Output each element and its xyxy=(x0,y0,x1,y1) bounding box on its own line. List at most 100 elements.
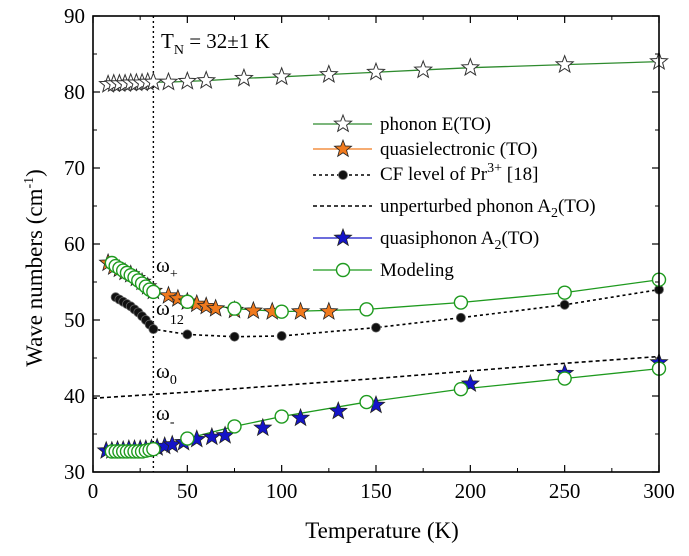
cf-level-point xyxy=(148,324,159,335)
legend-marker-cf-level xyxy=(338,170,348,180)
legend-label-phonon-e: phonon E(TO) xyxy=(380,114,491,135)
omega-plus-label: ω+ xyxy=(156,253,178,282)
quasiphonon-point xyxy=(253,417,273,437)
x-tick-label: 200 xyxy=(455,479,487,503)
quasielectronic-point xyxy=(319,301,339,320)
modeling-upper-point xyxy=(227,301,242,316)
x-tick-label: 150 xyxy=(360,479,392,503)
cf-level-point xyxy=(229,331,240,342)
tn-base: T xyxy=(161,29,174,53)
y-tick-label: 70 xyxy=(64,156,85,180)
legend-label-unperturbed-tail: (TO) xyxy=(558,196,596,217)
x-axis-title: Temperature (K) xyxy=(305,518,459,543)
modeling-upper-point xyxy=(557,285,572,300)
legend-label-cf-level: CF level of Pr3+ [18] xyxy=(380,161,538,185)
cf-level-point xyxy=(276,331,287,341)
legend-symbols xyxy=(313,113,372,278)
y-axis-title-sup: -1 xyxy=(22,177,37,189)
quasiphonon-point xyxy=(460,373,480,393)
omega-0-sub: 0 xyxy=(170,373,177,388)
cf-level-point xyxy=(371,322,381,333)
x-tick-label: 250 xyxy=(549,479,581,503)
y-tick-label: 60 xyxy=(64,232,85,256)
y-tick-label: 40 xyxy=(64,384,85,408)
legend-label-quasiphonon-tail: (TO) xyxy=(502,228,540,249)
y-axis-title-tail: ) xyxy=(22,169,47,177)
phonon-e-point xyxy=(318,64,339,83)
legend-marker-modeling xyxy=(335,262,351,278)
legend-label-cf-main: CF level of Pr xyxy=(380,164,488,185)
phonon-e-point xyxy=(158,71,179,91)
omega-0-base: ω xyxy=(156,359,170,383)
plot-area xyxy=(92,16,669,472)
legend-label-cf-sup: 3+ xyxy=(487,161,502,176)
omega-12-sub: 12 xyxy=(170,313,184,328)
x-tick-label: 0 xyxy=(88,479,99,503)
legend-label-modeling: Modeling xyxy=(380,260,454,281)
y-tick-label: 90 xyxy=(64,4,85,28)
omega-plus-base: ω xyxy=(156,253,170,277)
modeling-upper-point xyxy=(359,302,374,317)
modeling-lower-point xyxy=(359,394,374,410)
legend-label-unperturbed: unperturbed phonon A2(TO) xyxy=(380,196,596,221)
quasielectronic-point xyxy=(158,285,179,304)
modeling-upper-point xyxy=(146,284,161,300)
modeling-upper-point xyxy=(453,295,469,310)
omega-plus-sub: + xyxy=(170,267,178,282)
modeling-lower-point xyxy=(557,371,572,386)
modeling-upper-point xyxy=(274,304,289,319)
phonon-e-point xyxy=(177,70,198,90)
quasielectronic-point xyxy=(205,298,226,317)
phonon-e-point xyxy=(234,67,254,87)
phonon-e-point xyxy=(271,66,292,86)
cf-level-point xyxy=(182,329,193,340)
legend-marker-quasiphonon xyxy=(333,227,353,247)
legend-label-quasiphonon: quasiphonon A2(TO) xyxy=(380,228,539,253)
cf-level-point xyxy=(559,299,570,310)
tn-tail: = 32±1 K xyxy=(184,29,270,53)
legend-label-unperturbed-main: unperturbed phonon A xyxy=(380,196,551,217)
quasiphonon-point xyxy=(290,407,311,427)
legend-marker-phonon-e xyxy=(333,113,353,133)
legend-label-cf-tail: [18] xyxy=(502,164,538,185)
tn-sub: N xyxy=(174,43,184,58)
y-tick-label: 30 xyxy=(64,460,85,484)
tn-annotation: TN = 32±1 K xyxy=(161,29,270,58)
modeling-lower-point xyxy=(146,442,161,457)
legend-label-unperturbed-sub: 2 xyxy=(551,206,558,221)
quasielectronic-point xyxy=(290,301,311,320)
legend-label-quasiphonon-main: quasiphonon A xyxy=(380,228,495,249)
phonon-e-point xyxy=(366,61,386,81)
y-tick-label: 80 xyxy=(64,80,85,104)
axes: 0 50 100 150 200 250 300 30 40 50 60 70 80 90 xyxy=(64,4,675,503)
modeling-lower-point xyxy=(274,409,289,424)
omega-minus-base: ω xyxy=(156,401,170,425)
legend-label-quasielectronic: quasielectronic (TO) xyxy=(380,139,537,160)
y-tick-label: 50 xyxy=(64,308,85,332)
x-tick-label: 300 xyxy=(643,479,675,503)
omega-minus-label: ω- xyxy=(156,401,175,430)
modeling-lower-point xyxy=(227,419,242,434)
cf-level-point xyxy=(455,312,466,323)
phonon-e-point xyxy=(196,70,217,90)
phonon-e-point xyxy=(460,57,481,77)
modeling-upper-point xyxy=(180,294,195,309)
omega-12-base: ω xyxy=(156,296,170,320)
y-axis-title-main: Wave numbers (cm xyxy=(22,188,47,366)
legend-marker-quasielectronic xyxy=(333,138,353,158)
modeling-lower-point xyxy=(453,381,469,397)
quasiphonon-point xyxy=(328,401,348,420)
modeling-lower-point xyxy=(180,431,195,446)
omega-minus-sub: - xyxy=(170,415,175,430)
legend: phonon E(TO) quasielectronic (TO) CF lev… xyxy=(313,113,596,281)
omega-0-label: ω0 xyxy=(156,359,177,388)
omega-12-label: ω12 xyxy=(156,296,184,328)
y-axis-title: Wave numbers (cm-1) xyxy=(22,169,47,367)
phonon-e-point xyxy=(554,54,575,74)
x-tick-label: 100 xyxy=(266,479,298,503)
legend-label-quasiphonon-sub: 2 xyxy=(495,238,502,253)
x-tick-label: 50 xyxy=(177,479,198,503)
quasielectronic-point xyxy=(243,300,264,320)
phonon-e-point xyxy=(413,59,434,79)
